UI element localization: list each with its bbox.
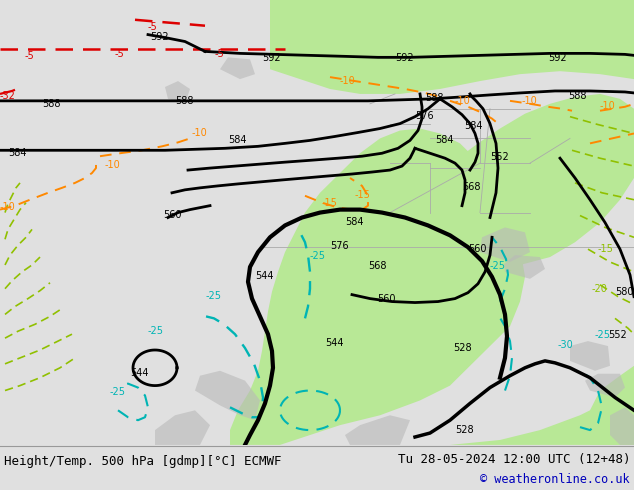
Text: 544: 544: [325, 338, 344, 348]
Polygon shape: [270, 0, 634, 94]
Text: -20: -20: [592, 284, 608, 294]
Text: -10: -10: [600, 101, 616, 111]
Text: 588: 588: [568, 91, 586, 101]
Polygon shape: [165, 81, 190, 104]
Polygon shape: [504, 255, 545, 279]
Text: -5: -5: [215, 49, 224, 59]
Text: -25: -25: [595, 330, 611, 340]
Polygon shape: [590, 366, 634, 445]
Text: 544: 544: [130, 368, 148, 378]
Text: 528: 528: [455, 425, 474, 435]
Text: Tu 28-05-2024 12:00 UTC (12+48): Tu 28-05-2024 12:00 UTC (12+48): [398, 453, 630, 466]
Text: -10: -10: [522, 96, 538, 106]
Text: -5: -5: [148, 22, 158, 32]
Text: -5: -5: [25, 51, 35, 61]
Text: -5: -5: [115, 49, 125, 59]
Text: 560: 560: [163, 210, 181, 220]
Text: 588: 588: [175, 96, 193, 106]
Text: 588: 588: [425, 93, 444, 103]
Text: -10: -10: [192, 128, 208, 139]
Text: 584: 584: [228, 135, 247, 146]
Text: Height/Temp. 500 hPa [gdmp][°C] ECMWF: Height/Temp. 500 hPa [gdmp][°C] ECMWF: [4, 455, 281, 468]
Polygon shape: [570, 341, 610, 371]
Text: 592: 592: [548, 53, 567, 63]
Text: -25: -25: [310, 251, 326, 261]
Polygon shape: [395, 381, 634, 445]
Text: 592: 592: [262, 53, 281, 63]
Text: 576: 576: [330, 241, 349, 251]
Polygon shape: [230, 128, 525, 445]
Text: -10: -10: [455, 96, 471, 106]
Text: © weatheronline.co.uk: © weatheronline.co.uk: [481, 473, 630, 487]
Text: -25: -25: [148, 326, 164, 336]
Polygon shape: [610, 407, 634, 445]
Text: 588: 588: [42, 99, 60, 109]
Text: -25: -25: [206, 291, 222, 300]
Text: 560: 560: [377, 294, 396, 304]
Text: 584: 584: [345, 218, 363, 227]
Text: -30: -30: [558, 340, 574, 350]
Text: 584: 584: [8, 148, 27, 158]
Text: -25: -25: [110, 388, 126, 397]
Text: 584: 584: [435, 135, 453, 146]
Polygon shape: [428, 94, 634, 267]
Polygon shape: [585, 374, 625, 397]
Polygon shape: [195, 371, 260, 420]
Polygon shape: [480, 227, 530, 262]
Text: -10: -10: [0, 201, 16, 212]
Text: -25: -25: [490, 261, 506, 271]
Text: 592: 592: [395, 53, 413, 63]
Text: 552: 552: [490, 152, 508, 162]
Text: 552: 552: [608, 330, 627, 340]
Text: 568: 568: [462, 182, 481, 192]
Text: -10: -10: [105, 160, 120, 170]
Text: 592: 592: [150, 31, 169, 42]
Text: -10: -10: [340, 76, 356, 86]
Text: 560: 560: [468, 244, 486, 254]
Polygon shape: [155, 410, 210, 445]
Text: 584: 584: [464, 121, 482, 130]
Text: -15: -15: [355, 190, 371, 200]
Text: -32: -32: [0, 91, 16, 101]
Polygon shape: [220, 57, 255, 79]
Text: 528: 528: [453, 343, 472, 353]
Text: -15: -15: [598, 244, 614, 254]
Text: 568: 568: [368, 261, 387, 271]
Text: 544: 544: [255, 271, 273, 281]
Polygon shape: [345, 415, 410, 445]
Text: 576: 576: [415, 111, 434, 121]
Text: -15: -15: [322, 197, 338, 208]
Text: 580: 580: [615, 287, 633, 296]
